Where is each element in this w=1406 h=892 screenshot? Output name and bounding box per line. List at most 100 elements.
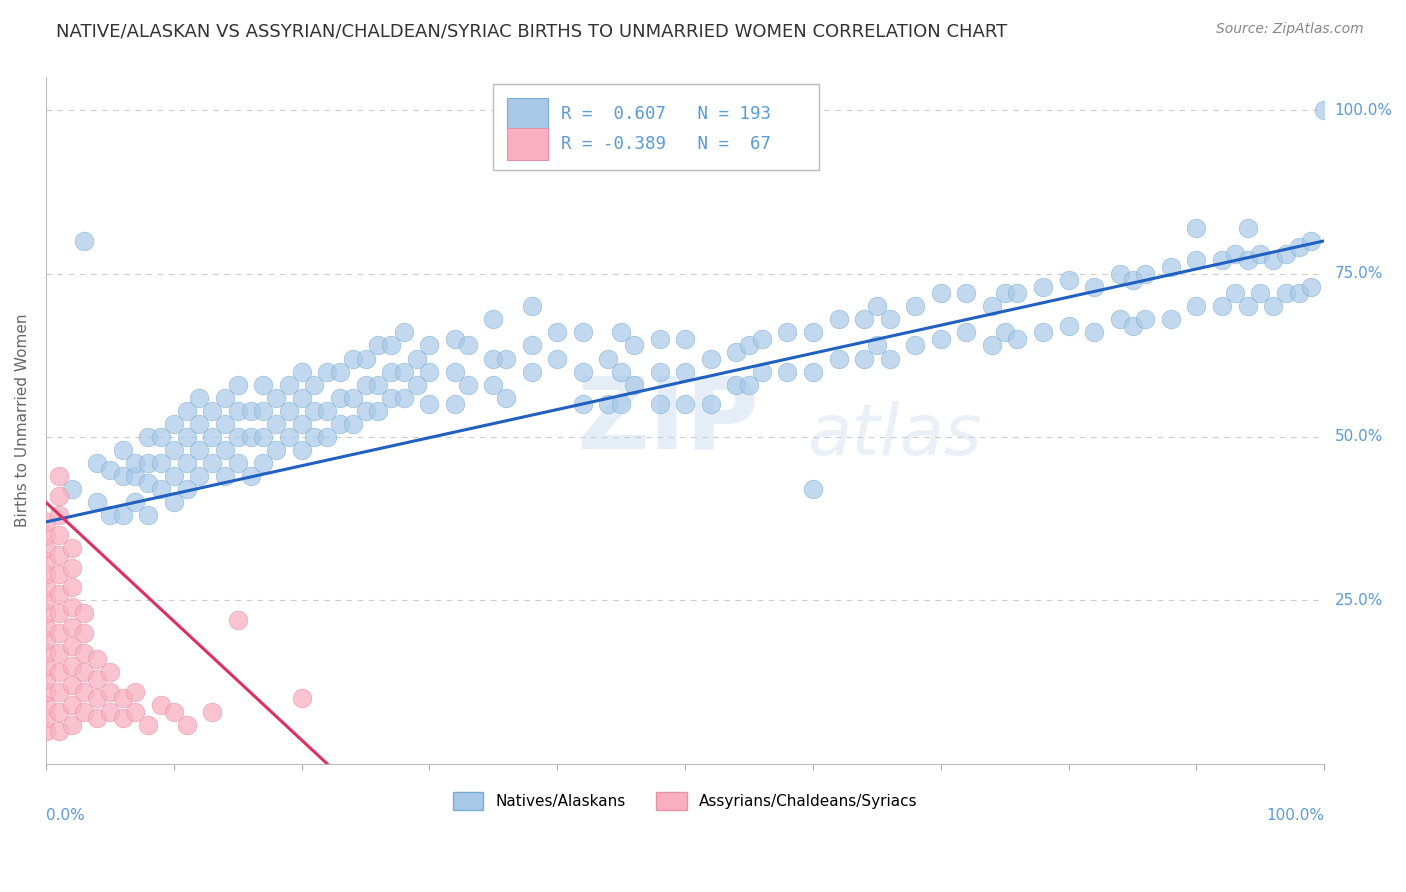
Point xyxy=(572,326,595,340)
Point xyxy=(35,632,58,647)
Point xyxy=(610,326,633,340)
Point xyxy=(457,377,479,392)
Point xyxy=(35,567,58,582)
Point xyxy=(86,495,108,509)
Point xyxy=(1275,286,1298,301)
Point xyxy=(201,404,224,418)
Point xyxy=(60,580,83,594)
Point xyxy=(73,626,96,640)
Point xyxy=(1007,332,1029,346)
Point xyxy=(418,365,440,379)
Point xyxy=(48,665,70,680)
Point xyxy=(163,417,186,431)
Point xyxy=(226,456,249,470)
Point xyxy=(136,430,159,444)
Point xyxy=(98,705,121,719)
Point xyxy=(35,672,58,686)
Point xyxy=(86,652,108,666)
Point xyxy=(35,515,58,529)
Point xyxy=(124,469,146,483)
Point xyxy=(73,646,96,660)
Point xyxy=(163,443,186,458)
Point xyxy=(188,443,211,458)
Point xyxy=(86,711,108,725)
Point xyxy=(48,646,70,660)
Point xyxy=(482,351,505,366)
Point xyxy=(48,508,70,523)
Point xyxy=(277,404,299,418)
Point xyxy=(495,391,517,405)
Point xyxy=(598,397,620,411)
Point xyxy=(35,711,58,725)
Point xyxy=(214,469,236,483)
Point xyxy=(380,338,402,352)
Text: NATIVE/ALASKAN VS ASSYRIAN/CHALDEAN/SYRIAC BIRTHS TO UNMARRIED WOMEN CORRELATION: NATIVE/ALASKAN VS ASSYRIAN/CHALDEAN/SYRI… xyxy=(56,22,1008,40)
Point xyxy=(35,658,58,673)
Point xyxy=(1211,299,1233,313)
Point xyxy=(853,312,876,326)
Point xyxy=(380,391,402,405)
Point xyxy=(699,397,721,411)
Point xyxy=(1275,247,1298,261)
Point xyxy=(304,404,326,418)
Point xyxy=(380,365,402,379)
Point xyxy=(163,495,186,509)
Point xyxy=(1236,299,1258,313)
Point xyxy=(111,443,134,458)
Point xyxy=(226,613,249,627)
Point xyxy=(929,286,952,301)
Point xyxy=(1083,326,1105,340)
Point xyxy=(1301,234,1323,248)
Text: 100.0%: 100.0% xyxy=(1334,103,1392,118)
Point xyxy=(610,365,633,379)
Point xyxy=(163,705,186,719)
FancyBboxPatch shape xyxy=(508,128,548,160)
Point xyxy=(48,469,70,483)
Point xyxy=(277,377,299,392)
Text: 100.0%: 100.0% xyxy=(1267,808,1324,823)
Text: R = -0.389   N =  67: R = -0.389 N = 67 xyxy=(561,135,770,153)
Point xyxy=(546,351,568,366)
Point xyxy=(252,404,274,418)
Point xyxy=(150,698,173,712)
Point xyxy=(367,338,389,352)
Point xyxy=(520,299,543,313)
Point xyxy=(48,607,70,621)
Point xyxy=(1160,260,1182,274)
Point xyxy=(418,338,440,352)
Point xyxy=(60,678,83,692)
Point xyxy=(291,691,314,706)
Point xyxy=(572,397,595,411)
Point xyxy=(60,599,83,614)
Point xyxy=(1057,273,1080,287)
Point xyxy=(1032,279,1054,293)
Point xyxy=(495,351,517,366)
Point xyxy=(226,430,249,444)
Point xyxy=(648,397,671,411)
Point xyxy=(252,377,274,392)
Point xyxy=(482,377,505,392)
Point xyxy=(86,456,108,470)
Point xyxy=(60,658,83,673)
Point xyxy=(738,377,761,392)
Point xyxy=(252,430,274,444)
Point xyxy=(1122,273,1144,287)
Point xyxy=(648,332,671,346)
Point xyxy=(801,483,824,497)
Point xyxy=(136,508,159,523)
Point xyxy=(1185,299,1208,313)
Point xyxy=(48,489,70,503)
Point xyxy=(163,469,186,483)
Point xyxy=(291,391,314,405)
Point xyxy=(48,528,70,542)
Point xyxy=(866,299,889,313)
Text: Source: ZipAtlas.com: Source: ZipAtlas.com xyxy=(1216,22,1364,37)
Point xyxy=(60,717,83,731)
Point xyxy=(136,475,159,490)
Point xyxy=(444,397,467,411)
Point xyxy=(252,456,274,470)
Point xyxy=(176,717,198,731)
Point xyxy=(980,299,1002,313)
Point xyxy=(264,391,287,405)
Text: R =  0.607   N = 193: R = 0.607 N = 193 xyxy=(561,105,770,123)
